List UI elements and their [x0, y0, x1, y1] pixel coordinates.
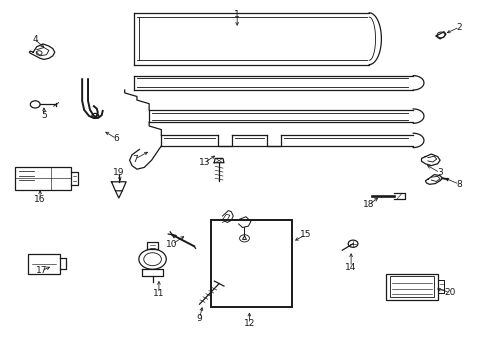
Text: 2: 2 — [456, 22, 462, 31]
Text: 10: 10 — [166, 240, 178, 248]
Text: 5: 5 — [41, 111, 47, 120]
Text: 18: 18 — [363, 200, 374, 209]
Text: 9: 9 — [196, 314, 202, 323]
Text: 4: 4 — [32, 35, 38, 44]
Text: 6: 6 — [113, 134, 119, 143]
Text: 13: 13 — [198, 158, 210, 167]
Text: 20: 20 — [443, 288, 455, 297]
Text: 3: 3 — [436, 168, 442, 177]
Text: 8: 8 — [456, 180, 462, 189]
Text: 17: 17 — [36, 266, 47, 275]
Text: 15: 15 — [299, 230, 311, 239]
Text: 1: 1 — [234, 10, 240, 19]
Text: 16: 16 — [34, 195, 46, 204]
Bar — [386, 274, 437, 300]
Bar — [15, 167, 71, 190]
Text: 11: 11 — [153, 289, 164, 298]
Text: 7: 7 — [132, 154, 138, 163]
Text: 12: 12 — [243, 320, 255, 328]
Text: 19: 19 — [112, 167, 124, 176]
Bar — [211, 220, 291, 307]
Bar — [28, 254, 60, 274]
Text: 14: 14 — [345, 263, 356, 271]
Bar — [389, 276, 433, 297]
